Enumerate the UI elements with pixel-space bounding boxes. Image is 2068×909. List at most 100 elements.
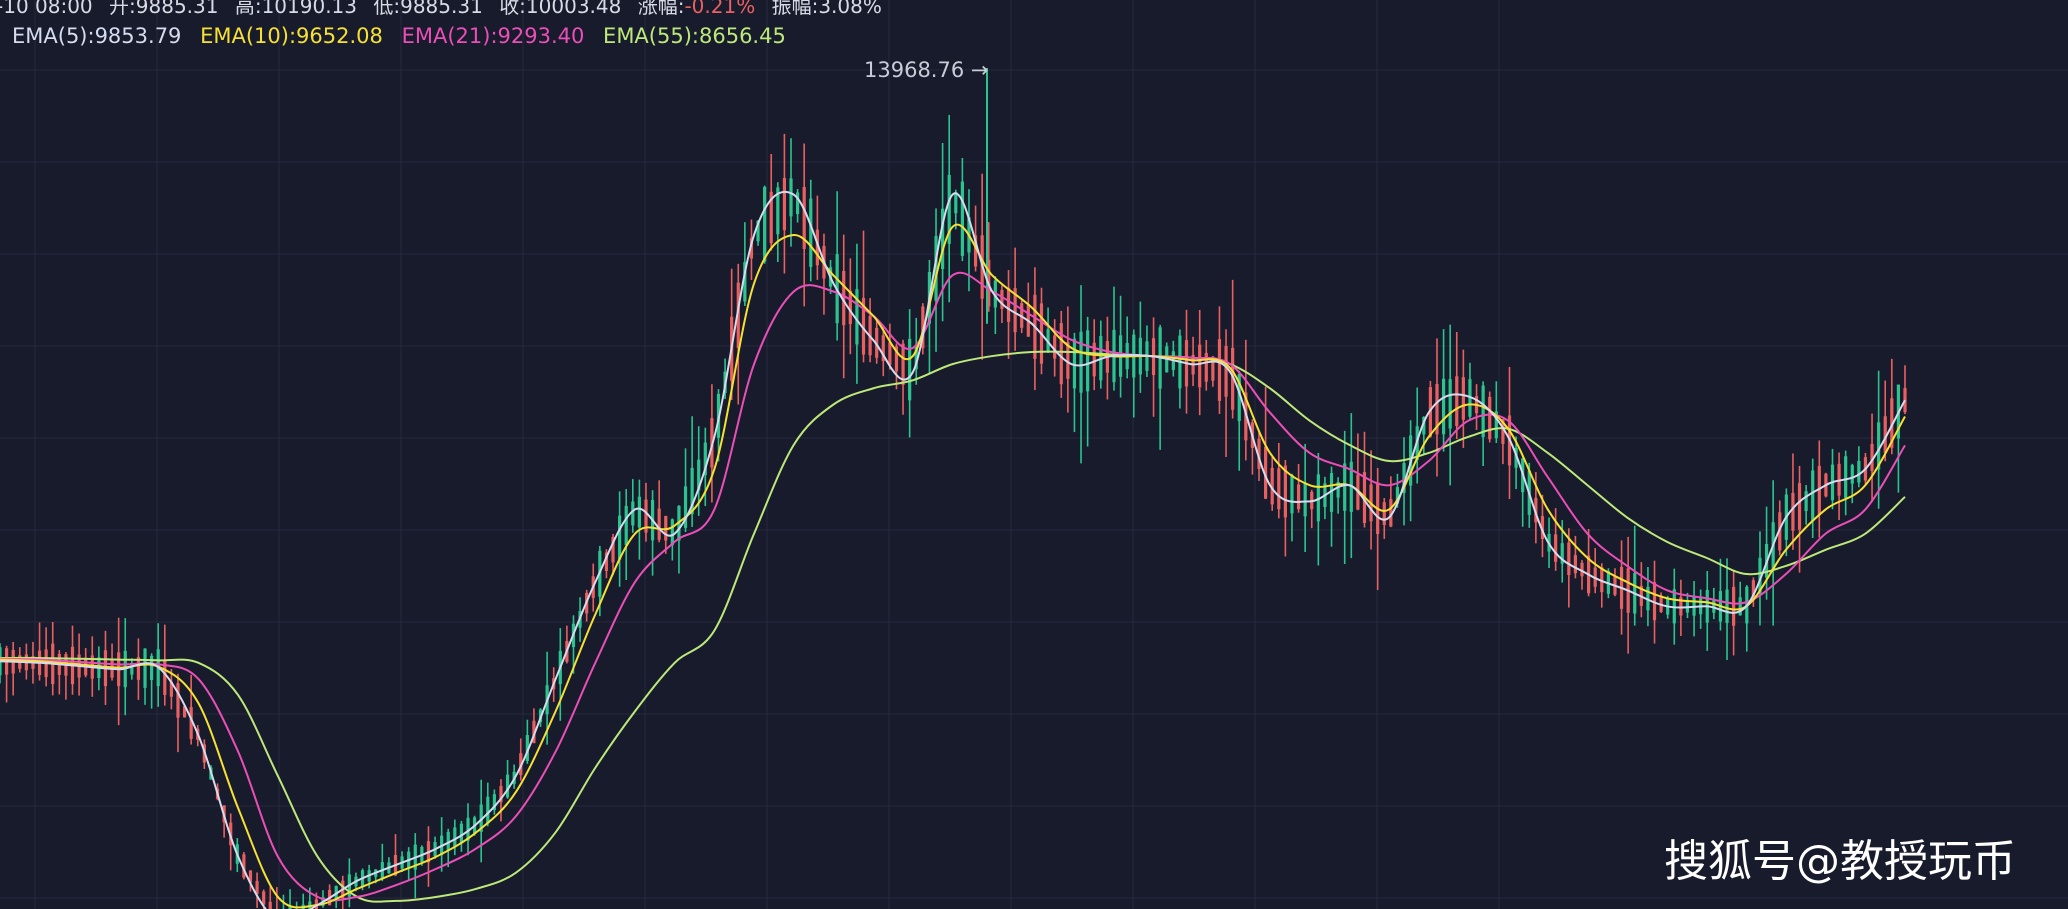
candle-body — [499, 785, 503, 803]
candle-body — [1336, 482, 1340, 498]
candle-body — [697, 459, 701, 491]
candle-body — [960, 181, 964, 256]
candle-body — [941, 208, 945, 270]
candle-body — [1501, 419, 1505, 444]
candle-body — [1817, 465, 1821, 515]
candle-body — [1448, 379, 1452, 429]
candle-body — [703, 442, 707, 476]
candle-body — [736, 282, 740, 348]
candle-body — [242, 854, 246, 878]
candle-body — [1046, 329, 1050, 352]
candle-body — [1791, 492, 1795, 531]
candle-body — [130, 662, 134, 675]
candle-body — [749, 237, 754, 259]
candle-body — [644, 499, 648, 533]
candle-body — [1000, 289, 1004, 309]
info-change: 涨幅:-0.21% — [638, 0, 756, 18]
candle-body — [1006, 287, 1011, 322]
candle-body — [690, 467, 694, 515]
candle-body — [1217, 339, 1222, 401]
candle-body — [894, 346, 899, 372]
candle-body — [855, 289, 859, 345]
ohlc-info-line: -10 08:00 开:9885.31 高:10190.13 低:9885.31… — [0, 0, 892, 19]
candle-body — [881, 335, 885, 362]
candle-body — [446, 831, 450, 851]
candle-body — [1204, 352, 1208, 382]
candle-body — [908, 338, 912, 401]
candle-body — [1540, 516, 1545, 540]
candle-body — [1725, 589, 1729, 624]
candle-body — [1264, 446, 1268, 499]
candle-body — [1758, 557, 1762, 594]
candle-body — [1679, 597, 1683, 616]
ema-line-ema10 — [0, 223, 1906, 909]
candle-body — [1231, 347, 1235, 410]
candle-body — [1738, 597, 1742, 616]
candle-body — [466, 817, 470, 841]
legend-ema10: EMA(10):9652.08 — [200, 24, 383, 48]
candle-body — [1554, 534, 1558, 562]
candle-body — [618, 515, 622, 560]
candle-body — [1053, 335, 1057, 359]
candle-body — [664, 515, 668, 541]
legend-ema21: EMA(21):9293.40 — [401, 24, 585, 48]
candle-body — [1797, 483, 1802, 530]
candle-body — [1804, 491, 1808, 511]
ema-lines-group — [0, 190, 1906, 909]
candle-body — [611, 536, 615, 563]
candle-body — [486, 796, 490, 824]
candle-body — [1580, 562, 1584, 577]
ema-line-ema55 — [0, 350, 1906, 903]
candle-body — [1211, 356, 1215, 381]
candle-body — [776, 187, 780, 235]
candle-body — [1283, 465, 1287, 518]
candle-body — [1567, 542, 1571, 576]
candle-body — [743, 262, 747, 302]
info-open: 开:9885.31 — [109, 0, 219, 18]
candle-body — [262, 891, 266, 905]
candle-body — [1402, 463, 1406, 493]
candle-body — [255, 880, 259, 894]
watermark-text: 搜狐号@教授玩币 — [1664, 836, 2016, 887]
candle-body — [947, 174, 951, 244]
candle-body — [1844, 456, 1848, 498]
candle-body — [1857, 460, 1861, 483]
candle-body — [1066, 341, 1070, 379]
candle-body — [1870, 443, 1874, 471]
candle-body — [176, 683, 180, 718]
candle-body — [532, 720, 536, 744]
info-low: 低:9885.31 — [373, 0, 483, 18]
candle-body — [1257, 438, 1261, 469]
candle-body — [1277, 468, 1281, 510]
candle-body — [1092, 342, 1096, 377]
candle-body — [1441, 378, 1446, 435]
candle-body — [657, 508, 661, 540]
legend-ema5: EMA(5):9853.79 — [12, 24, 182, 48]
candle-body — [1481, 385, 1485, 438]
info-close: 收:10003.48 — [499, 0, 622, 18]
candle-body — [288, 905, 292, 909]
candle-body — [1389, 499, 1393, 527]
candle-body — [268, 901, 272, 909]
candle-body — [182, 706, 187, 718]
candle-body — [1732, 586, 1736, 626]
candle-body — [795, 192, 800, 215]
candle-body — [802, 186, 806, 250]
candle-body — [888, 342, 892, 365]
ema-legend: EMA(5):9853.79 EMA(10):9652.08 EMA(21):9… — [12, 24, 798, 48]
candle-body — [1573, 555, 1578, 574]
candle-body — [136, 657, 141, 680]
candle-body — [525, 735, 529, 761]
candle-body — [934, 235, 938, 301]
candle-body — [189, 707, 193, 739]
candle-body — [815, 229, 819, 266]
candle-body — [1560, 543, 1564, 564]
candle-body — [1343, 463, 1347, 511]
candle-body — [1290, 474, 1294, 514]
info-date: -10 08:00 — [0, 0, 93, 18]
info-high: 高:10190.13 — [234, 0, 358, 18]
candle-body — [1013, 288, 1017, 333]
